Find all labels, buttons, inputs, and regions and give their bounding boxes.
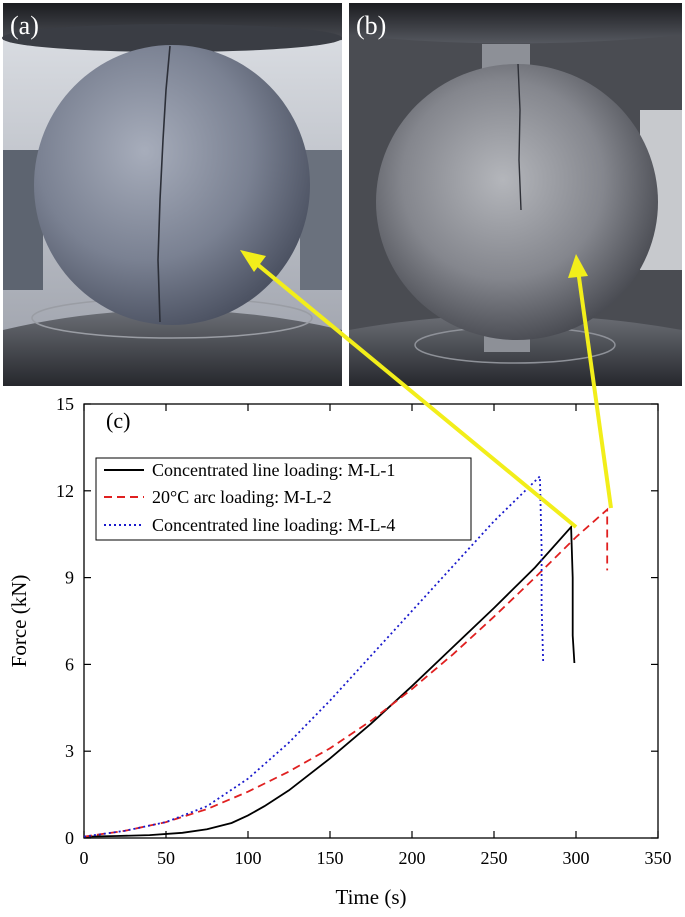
legend-label-0: Concentrated line loading: M-L-1 (152, 460, 395, 480)
y-axis-ticks: 0 3 6 9 12 15 (56, 394, 658, 848)
y-tick-label-2: 6 (65, 654, 74, 674)
panel-label-a: (a) (10, 11, 39, 40)
legend-label-1: 20°C arc loading: M-L-2 (152, 487, 332, 507)
x-tick-label-4: 200 (399, 848, 426, 868)
x-tick-label-6: 300 (563, 848, 590, 868)
x-tick-label-3: 150 (317, 848, 344, 868)
legend: Concentrated line loading: M-L-1 20°C ar… (95, 457, 472, 541)
plot-frame (83, 403, 659, 839)
x-tick-label-7: 350 (645, 848, 672, 868)
arrow-b-head (568, 254, 588, 278)
panel-label-b: (b) (356, 11, 386, 40)
y-tick-label-5: 15 (56, 394, 74, 414)
series-layer (83, 474, 609, 838)
annotation-arrows (240, 250, 613, 529)
x-tick-label-1: 50 (157, 848, 175, 868)
x-tick-label-2: 100 (235, 848, 262, 868)
x-tick-label-5: 250 (481, 848, 508, 868)
y-tick-label-3: 9 (65, 568, 74, 588)
series-line-1 (83, 507, 609, 838)
chart-c: 0 50 100 150 200 250 300 350 0 3 6 9 12 15 (c) Time … (7, 394, 672, 909)
legend-box (95, 457, 472, 541)
photo-a: (a) (2, 3, 342, 386)
arrow-a-head (240, 250, 266, 272)
photo-b: (b) (349, 3, 682, 386)
series-line-0 (83, 524, 576, 838)
legend-label-2: Concentrated line loading: M-L-4 (152, 515, 395, 535)
x-axis-label: Time (s) (336, 885, 407, 909)
arrow-b-line (576, 269, 613, 509)
y-tick-label-4: 12 (56, 481, 74, 501)
arrow-a-line (250, 258, 578, 529)
y-axis-label: Force (kN) (7, 575, 31, 668)
chart-panel-label: (c) (106, 408, 130, 433)
x-axis-ticks: 0 50 100 150 200 250 300 350 (80, 404, 672, 868)
y-tick-label-1: 3 (65, 741, 74, 761)
y-tick-label-0: 0 (65, 828, 74, 848)
x-tick-label-0: 0 (80, 848, 89, 868)
series-line-2 (83, 474, 545, 838)
